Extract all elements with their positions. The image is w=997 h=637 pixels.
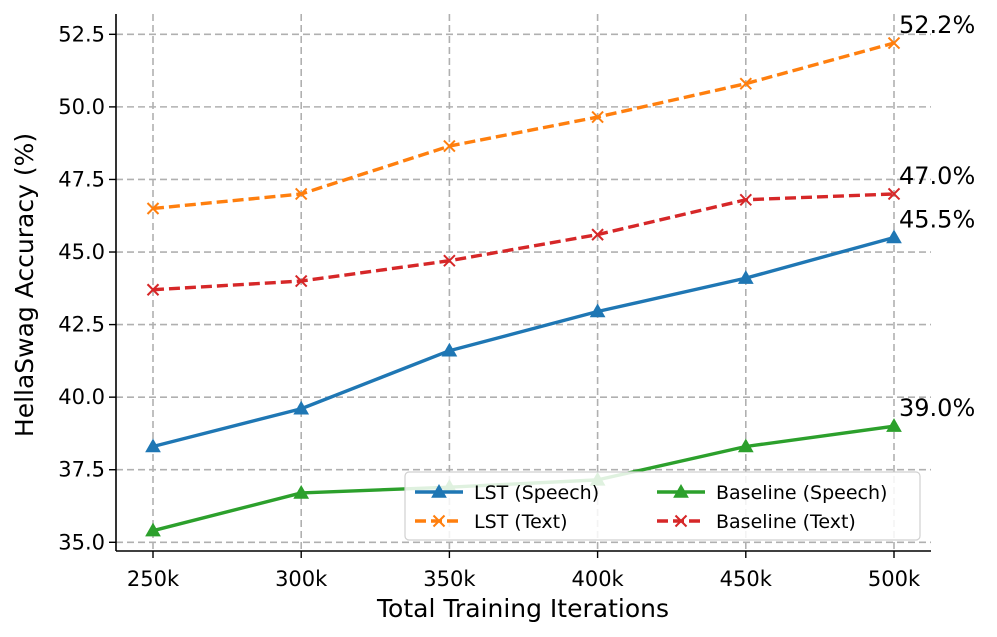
data-point xyxy=(441,342,458,357)
legend-entry: LST (Speech) xyxy=(415,482,599,504)
data-point xyxy=(443,139,456,153)
x-tick-label: 250k xyxy=(127,567,180,591)
y-axis-label: HellaSwag Accuracy (%) xyxy=(10,133,39,437)
data-point xyxy=(591,228,604,241)
x-marker-stroke xyxy=(739,77,753,90)
data-point xyxy=(886,229,902,244)
y-tick-label: 45.0 xyxy=(58,240,105,264)
x-marker-stroke xyxy=(674,514,688,528)
data-point xyxy=(145,438,161,453)
data-point xyxy=(737,270,754,284)
series-lst-speech xyxy=(145,229,902,453)
x-tick-label: 300k xyxy=(275,567,328,591)
series-line xyxy=(152,41,895,211)
x-marker-stroke xyxy=(146,202,160,215)
data-point xyxy=(293,400,310,415)
y-tick-label: 35.0 xyxy=(58,530,105,554)
legend-marker xyxy=(431,483,447,498)
end-value-label: 39.0% xyxy=(899,394,975,422)
x-tick-label: 450k xyxy=(720,567,773,591)
legend-entry: Baseline (Text) xyxy=(657,511,856,533)
x-marker-stroke xyxy=(146,283,160,296)
legend-marker xyxy=(432,514,446,528)
data-point xyxy=(887,36,901,50)
data-point xyxy=(146,283,160,296)
data-point xyxy=(886,418,902,432)
x-marker-stroke xyxy=(739,193,753,206)
data-point xyxy=(294,274,308,288)
x-tick-label: 500k xyxy=(868,567,921,591)
y-tick-label: 40.0 xyxy=(58,385,105,409)
y-tick-label: 52.5 xyxy=(58,22,105,46)
legend-marker xyxy=(673,483,689,498)
end-value-label: 52.2% xyxy=(899,11,975,39)
series-layer xyxy=(145,36,902,537)
data-point xyxy=(294,187,308,201)
x-marker-stroke xyxy=(432,514,446,528)
legend-label: Baseline (Speech) xyxy=(716,482,887,504)
series-line xyxy=(152,235,895,449)
end-value-label: 45.5% xyxy=(899,206,975,234)
data-point xyxy=(739,77,753,90)
data-point xyxy=(443,254,456,267)
legend-entry: LST (Text) xyxy=(415,511,568,533)
data-point xyxy=(887,187,901,201)
grid-lines xyxy=(116,14,931,551)
y-tick-label: 42.5 xyxy=(58,313,105,337)
legend-marker xyxy=(674,514,688,528)
legend: LST (Speech) Baseline (Speech) LST (Text) B… xyxy=(404,471,921,541)
end-value-label: 47.0% xyxy=(899,162,975,190)
x-marker-stroke xyxy=(887,36,901,50)
data-point xyxy=(146,202,160,215)
data-point xyxy=(589,303,606,318)
x-marker-stroke xyxy=(294,187,308,201)
data-point xyxy=(591,110,604,124)
x-tick-label: 350k xyxy=(423,567,476,591)
x-marker-stroke xyxy=(591,110,604,124)
x-marker-stroke xyxy=(591,228,604,241)
legend-box xyxy=(404,471,921,541)
data-point xyxy=(739,193,753,206)
x-marker-stroke xyxy=(443,254,456,267)
data-point xyxy=(145,522,161,537)
x-axis-label: Total Training Iterations xyxy=(376,594,669,623)
axes: 250k 300k 350k 400k 450k 500k 35.0 37.5 40.0 42.5… xyxy=(58,14,931,591)
data-point xyxy=(737,438,754,453)
end-labels-layer: 45.5% 52.2% 39.0% 47.0% xyxy=(899,11,975,422)
x-marker-stroke xyxy=(887,187,901,201)
y-tick-label: 37.5 xyxy=(58,458,105,482)
legend-label: LST (Speech) xyxy=(474,482,599,504)
legend-entry: Baseline (Speech) xyxy=(657,482,887,504)
series-lst-text xyxy=(146,36,901,215)
x-marker-stroke xyxy=(443,139,456,153)
y-tick-label: 47.5 xyxy=(58,167,105,191)
x-marker-stroke xyxy=(294,274,308,288)
legend-label: LST (Text) xyxy=(474,511,568,533)
series-line xyxy=(152,192,895,292)
y-tick-label: 50.0 xyxy=(58,95,105,119)
legend-label: Baseline (Text) xyxy=(716,511,856,533)
data-point xyxy=(293,484,310,499)
x-tick-label: 400k xyxy=(571,567,624,591)
series-baseline-text xyxy=(146,187,901,296)
